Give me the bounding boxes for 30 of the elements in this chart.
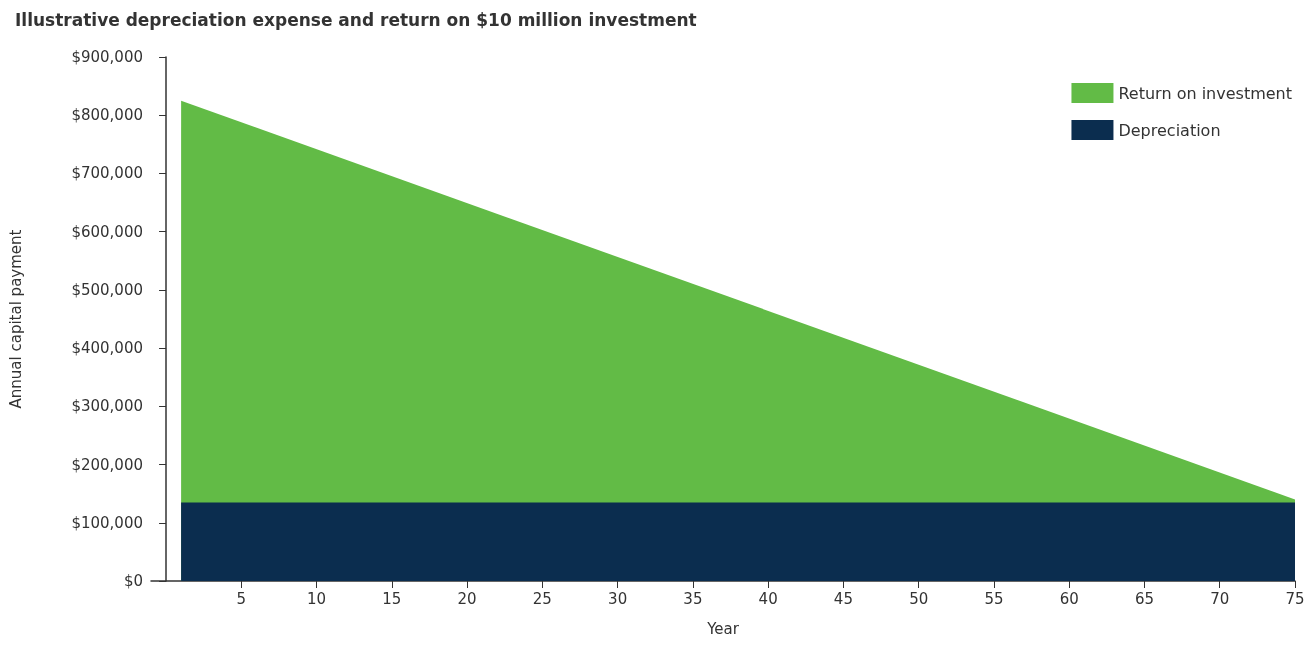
- y-tick-label: $100,000: [71, 513, 143, 532]
- y-tick-label: $200,000: [71, 455, 143, 474]
- x-tick-label: 50: [909, 589, 929, 608]
- x-tick-label: 30: [608, 589, 628, 608]
- x-tick-label: 60: [1059, 589, 1079, 608]
- x-tick-label: 75: [1285, 589, 1305, 608]
- y-tick-label: $400,000: [71, 339, 143, 358]
- y-axis-title: Annual capital payment: [6, 229, 25, 409]
- y-tick-label: $900,000: [71, 48, 143, 66]
- legend-label: Depreciation: [1118, 120, 1221, 140]
- x-tick-label: 10: [307, 589, 327, 608]
- x-tick-label: 5: [236, 589, 247, 608]
- y-tick-label: $0: [123, 572, 143, 590]
- chart-title: Illustrative depreciation expense and return on $10 million investment: [15, 9, 697, 30]
- y-tick-label: $600,000: [71, 222, 143, 241]
- x-tick-label: 35: [683, 589, 703, 608]
- y-tick-label: $800,000: [71, 106, 143, 125]
- y-tick-label: $300,000: [71, 397, 143, 416]
- x-tick-label: 15: [382, 589, 402, 608]
- x-tick-label: 20: [457, 589, 477, 608]
- x-axis-title: Year: [706, 619, 740, 638]
- x-tick-label: 40: [758, 589, 778, 608]
- x-tick-label: 45: [833, 589, 853, 608]
- x-tick-label: 55: [984, 589, 1004, 608]
- x-tick-label: 65: [1134, 589, 1155, 608]
- y-tick-label: $700,000: [71, 164, 143, 183]
- y-tick-label: $500,000: [71, 280, 143, 299]
- x-tick-label: 70: [1210, 589, 1230, 608]
- x-tick-label: 25: [532, 589, 552, 608]
- legend-label: Return on investment: [1118, 83, 1292, 103]
